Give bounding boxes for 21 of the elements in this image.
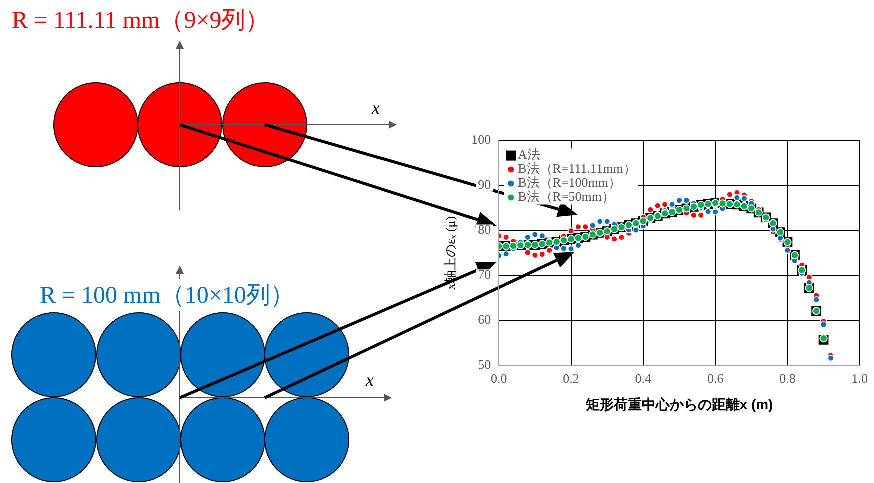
y-tick-label: 60	[478, 312, 492, 328]
y-tick-label: 80	[478, 222, 492, 238]
x-tick-label: 0.2	[563, 370, 580, 386]
legend-label: B法（R=100mm）	[518, 175, 622, 190]
legend-label: A法	[518, 147, 540, 162]
y-tick-label: 70	[478, 267, 492, 282]
legend-label: B法（R=50mm）	[518, 189, 616, 204]
x-tick-label: 0.8	[780, 370, 796, 386]
x-tick-label: 1.0	[852, 370, 868, 386]
text: R = 111.11 mm（9×9列）	[12, 7, 270, 36]
y-tick-label: 50	[478, 357, 492, 372]
legend-label: B法（R=111.11mm）	[518, 161, 636, 176]
x-tick-label: 0.4	[635, 370, 652, 386]
x-tick-label: 0.6	[707, 370, 724, 386]
x-axis-title: 矩形荷重中心からの距離x (m)	[584, 396, 774, 412]
text: x	[366, 370, 374, 391]
text: R = 100 mm（10×10列）	[40, 279, 294, 311]
x-tick-label: 0.0	[490, 370, 508, 386]
text: x	[372, 98, 380, 119]
y-tick-label: 100	[472, 132, 492, 148]
y-tick-label: 90	[478, 177, 492, 192]
